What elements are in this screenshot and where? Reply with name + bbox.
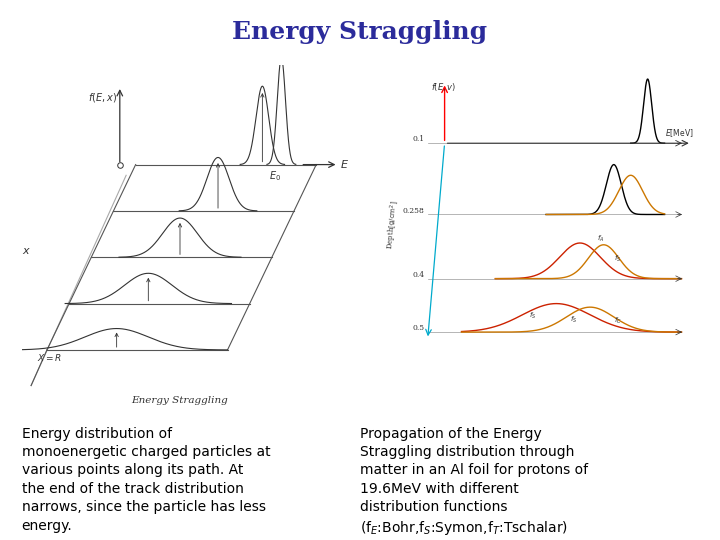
- Text: Depth$[\mathrm{g/cm}^2]$: Depth$[\mathrm{g/cm}^2]$: [385, 200, 402, 251]
- Text: $x$: $x$: [22, 246, 30, 256]
- Text: Energy distribution of
monoenergetic charged particles at
various points along i: Energy distribution of monoenergetic cha…: [22, 427, 270, 532]
- Text: $f_S$: $f_S$: [529, 311, 536, 321]
- Text: $f_S$: $f_S$: [570, 314, 577, 325]
- Text: $f(E,x)$: $f(E,x)$: [88, 91, 117, 104]
- Text: 0.5: 0.5: [412, 325, 424, 332]
- Text: $E[\mathrm{MeV}]$: $E[\mathrm{MeV}]$: [665, 127, 693, 139]
- Text: 0.4: 0.4: [412, 271, 424, 279]
- Text: $f_S$: $f_S$: [613, 254, 621, 264]
- Text: $E$: $E$: [340, 158, 349, 170]
- Text: $f(E,v)$: $f(E,v)$: [431, 81, 456, 93]
- Text: 0.1: 0.1: [412, 136, 424, 144]
- Text: Energy Straggling: Energy Straggling: [132, 396, 228, 406]
- Text: Energy Straggling: Energy Straggling: [233, 21, 487, 44]
- Text: $X=R$: $X=R$: [37, 352, 63, 363]
- Text: $E_0$: $E_0$: [269, 169, 281, 183]
- Text: 0.258: 0.258: [402, 207, 424, 215]
- Text: $f_A$: $f_A$: [597, 234, 604, 245]
- Text: $f_C$: $f_C$: [613, 316, 621, 326]
- Text: Propagation of the Energy
Straggling distribution through
matter in an Al foil f: Propagation of the Energy Straggling dis…: [360, 427, 588, 537]
